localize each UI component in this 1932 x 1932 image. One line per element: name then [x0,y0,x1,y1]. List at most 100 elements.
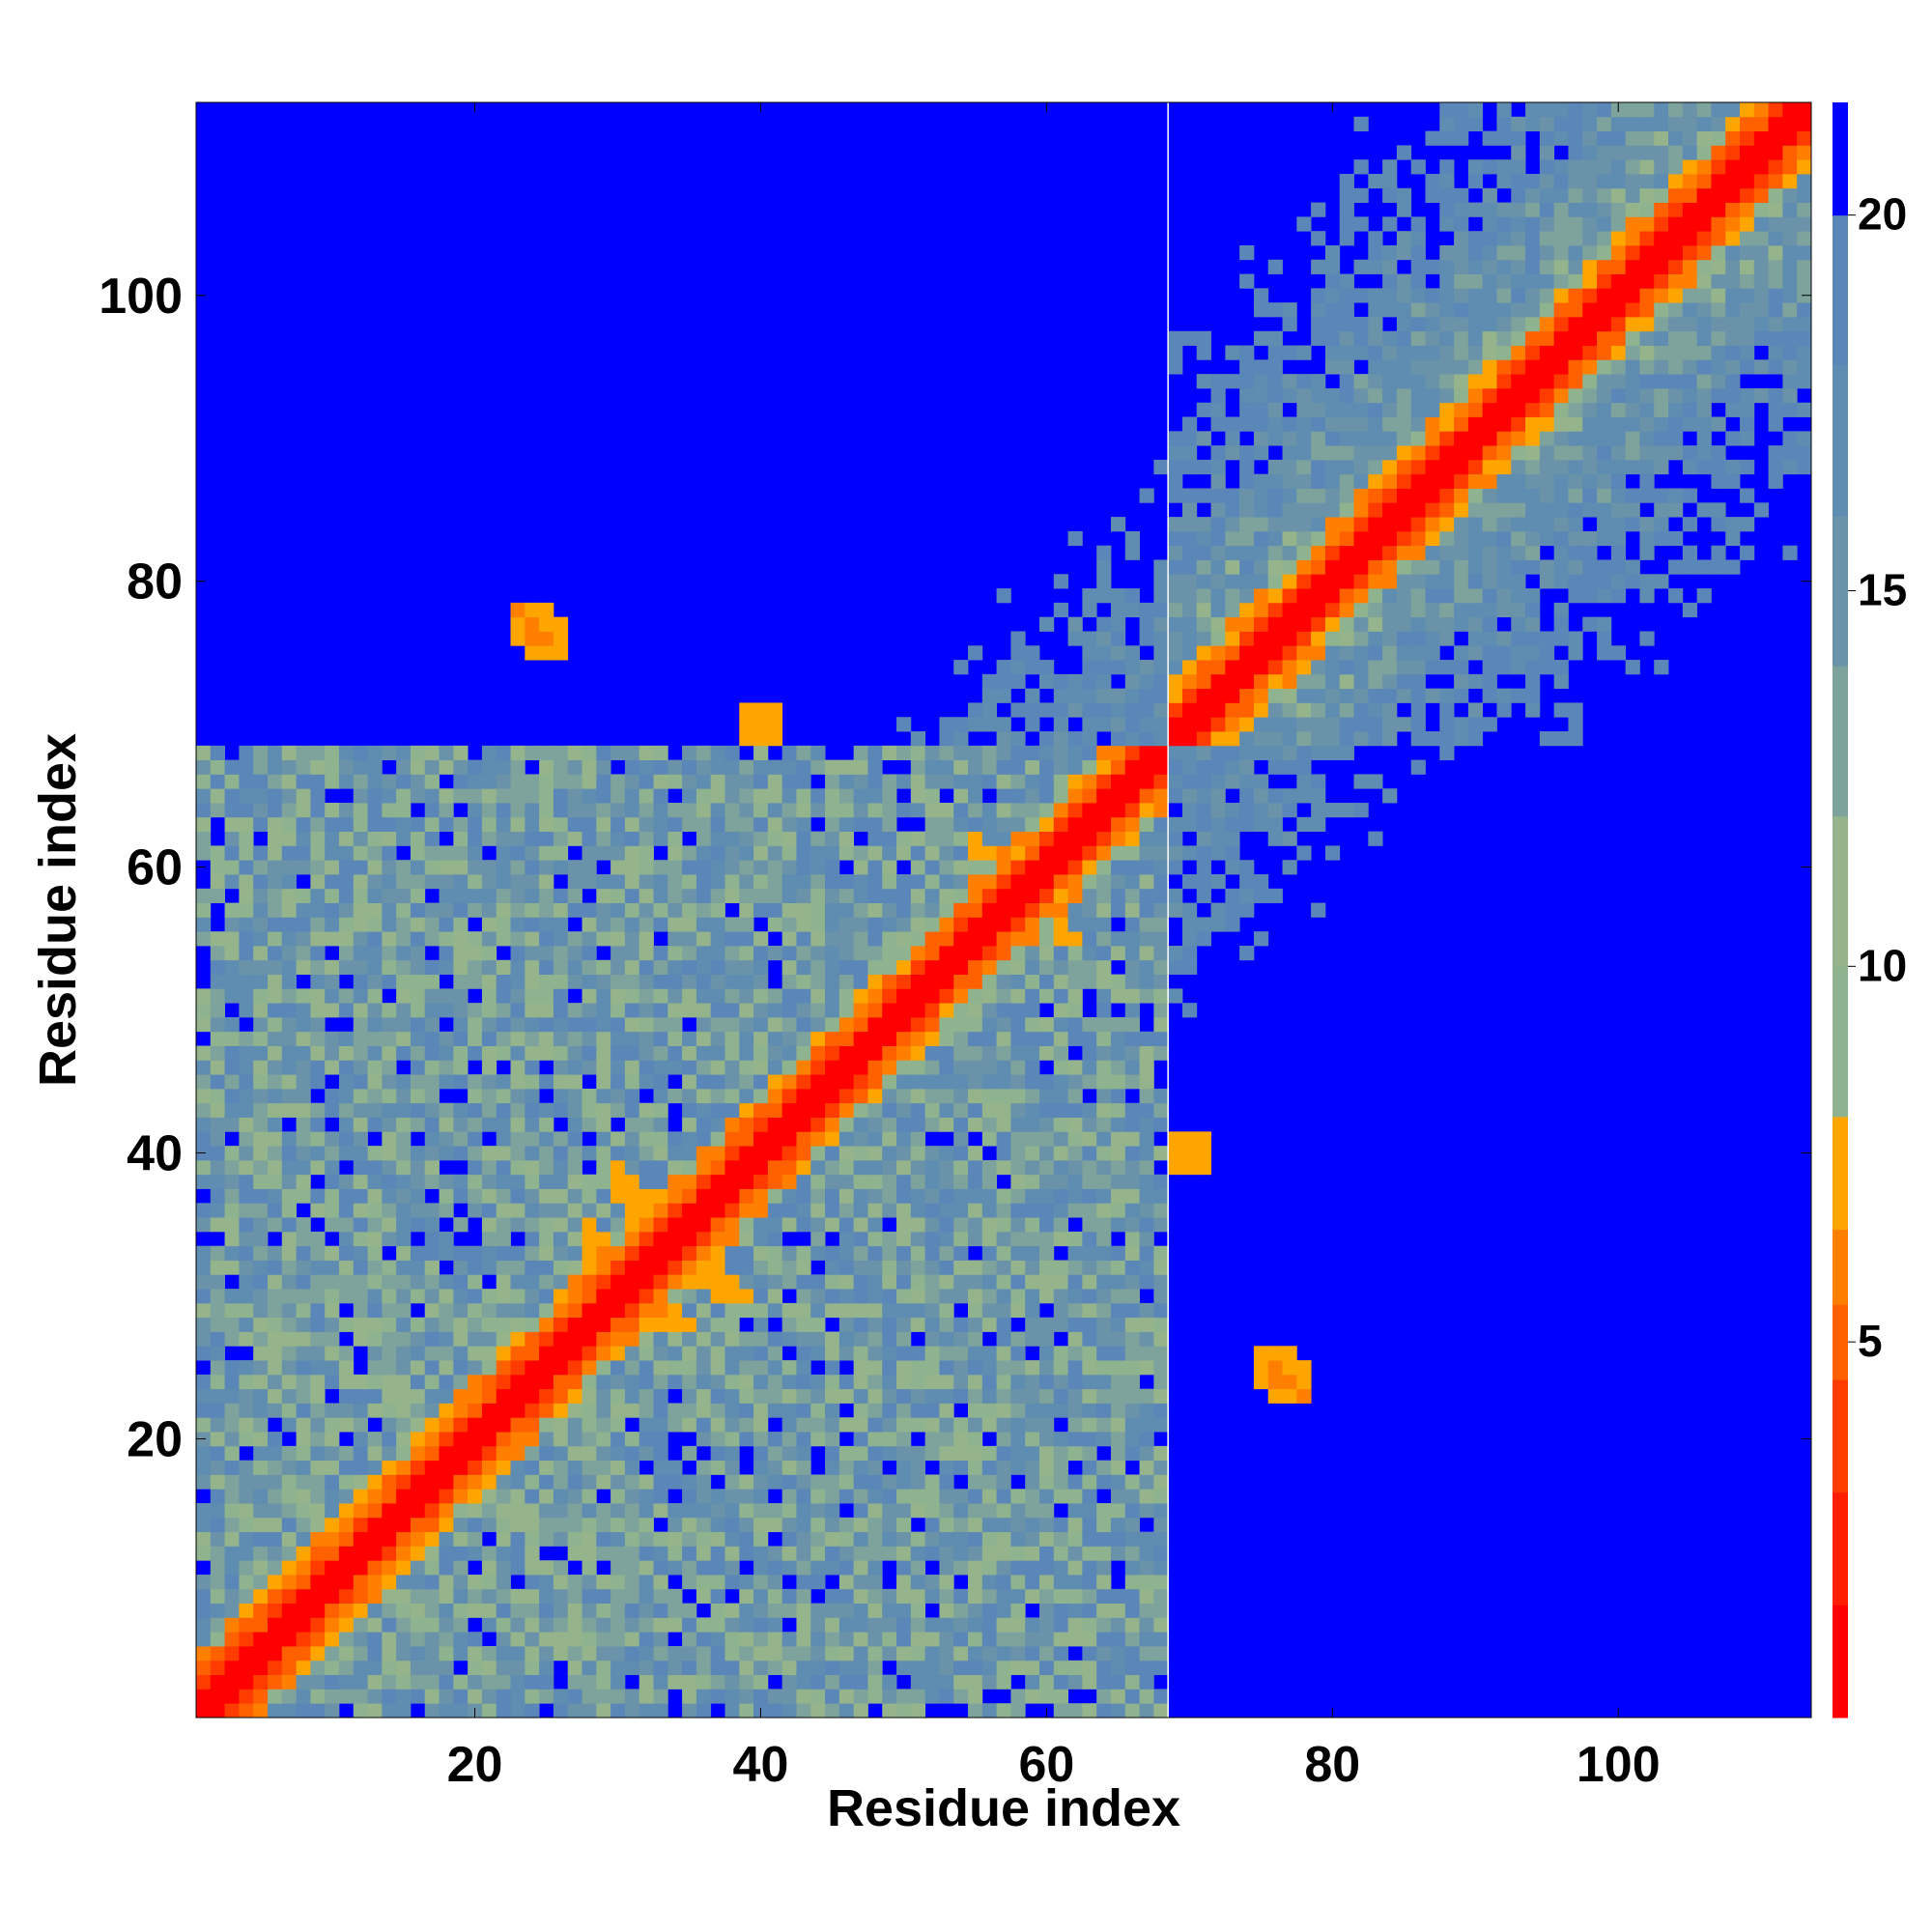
heatmap-cell [253,1588,269,1605]
heatmap-cell [468,788,483,804]
heatmap-cell [853,902,868,918]
heatmap-cell [281,974,297,989]
heatmap-cell [1153,917,1169,932]
heatmap-cell [1053,1016,1068,1033]
heatmap-cell [1225,616,1240,632]
heatmap-cell [867,1317,883,1332]
heatmap-cell [796,1217,811,1233]
heatmap-cell [796,1245,811,1261]
heatmap-cell [1038,1660,1055,1676]
heatmap-cell [396,860,412,875]
heatmap-cell [539,1674,554,1690]
heatmap-cell [739,1060,754,1075]
heatmap-cell [296,1660,311,1676]
heatmap-cell [611,1460,626,1475]
heatmap-cell [453,917,469,932]
heatmap-cell [196,917,212,932]
heatmap-cell [239,831,254,846]
heatmap-cell [1324,745,1341,761]
heatmap-cell [210,1575,225,1590]
heatmap-cell [739,1289,754,1304]
heatmap-cell [353,759,368,775]
heatmap-cell [939,831,954,846]
heatmap-cell [267,1016,283,1033]
heatmap-cell [853,1445,868,1462]
heatmap-cell [1339,702,1354,718]
heatmap-cell [496,1489,511,1504]
heatmap-cell [410,1560,426,1576]
heatmap-cell [838,788,855,804]
heatmap-cell [1082,1045,1097,1061]
heatmap-cell [267,1531,283,1547]
heatmap-cell [996,1102,1011,1118]
heatmap-cell [1239,774,1255,789]
heatmap-cell [1225,702,1240,718]
heatmap-cell [696,1546,712,1561]
heatmap-cell [910,1074,926,1090]
heatmap-cell [882,803,897,818]
heatmap-cell [1267,702,1283,718]
heatmap-cell [781,1117,797,1132]
heatmap-cell [596,1117,611,1132]
heatmap-cell [338,1588,355,1605]
heatmap-cell [1010,1060,1026,1075]
heatmap-cell [424,1660,440,1676]
heatmap-cell [810,1388,826,1404]
heatmap-cell [1324,673,1341,690]
heatmap-cell [210,988,225,1004]
heatmap-cell [325,1060,340,1075]
heatmap-cell [781,1432,797,1447]
heatmap-cell [1296,387,1312,404]
heatmap-cell [867,1660,883,1676]
heatmap-cell [853,1575,868,1590]
heatmap-cell [525,616,540,632]
heatmap-cell [624,1546,640,1561]
heatmap-cell [196,1603,212,1618]
heatmap-cell [1025,645,1040,661]
heatmap-cell [539,860,554,875]
heatmap-cell [853,1274,868,1290]
heatmap-cell [596,1632,611,1647]
heatmap-cell [1139,1432,1154,1447]
heatmap-cell [924,1374,940,1390]
heatmap-cell [1296,530,1312,547]
heatmap-cell [639,1689,654,1704]
heatmap-cell [582,1417,597,1433]
heatmap-cell [696,1460,712,1475]
heatmap-cell [739,1274,754,1290]
heatmap-cell [396,1045,412,1061]
heatmap-cell [1253,602,1269,618]
heatmap-cell [624,1474,640,1490]
heatmap-cell [525,774,540,789]
heatmap-cell [582,1531,597,1547]
heatmap-cell [924,1660,940,1676]
heatmap-cell [624,1188,640,1204]
heatmap-cell [810,1146,826,1161]
heatmap-cell [1139,616,1154,632]
heatmap-cell [296,1188,311,1204]
heatmap-cell [996,1016,1011,1033]
heatmap-cell [1025,1088,1040,1104]
heatmap-cell [867,1503,883,1519]
heatmap-cell [1038,974,1055,989]
heatmap-cell [1181,788,1198,804]
heatmap-cell [553,1460,569,1475]
heatmap-cell [853,803,868,818]
heatmap-cell [1282,759,1297,775]
heatmap-cell [1339,345,1354,360]
heatmap-cell [596,888,611,904]
heatmap-cell [1267,816,1283,833]
heatmap-cell [781,1703,797,1719]
heatmap-cell [525,1445,540,1462]
heatmap-cell [1096,559,1112,575]
heatmap-cell [224,1546,240,1561]
heatmap-cell [1110,602,1126,618]
heatmap-cell [582,1260,597,1275]
heatmap-cell [1110,1274,1126,1290]
heatmap-cell [924,931,940,947]
heatmap-cell [1196,803,1211,818]
heatmap-cell [353,1417,368,1433]
heatmap-cell [924,1588,940,1605]
heatmap-cell [1181,645,1198,661]
heatmap-cell [1153,1217,1169,1233]
